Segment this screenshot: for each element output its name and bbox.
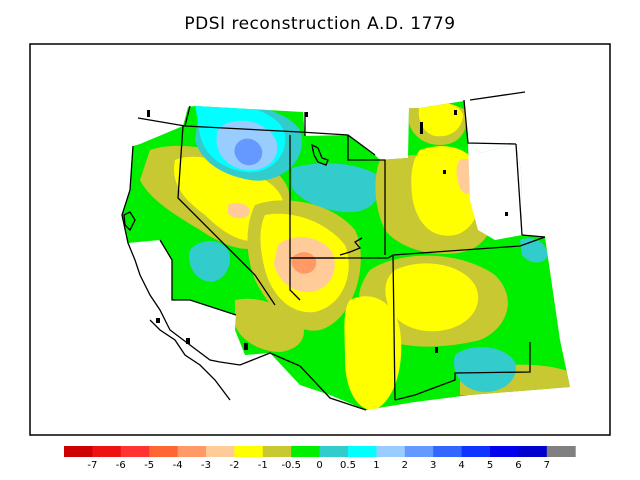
pdsi-field [122, 101, 570, 410]
border-wy-co [347, 135, 386, 255]
legend-label: 4 [458, 460, 464, 471]
legend-swatch [120, 446, 150, 457]
legend-label: 3 [430, 460, 436, 471]
state-boundaries [121, 91, 546, 411]
lake-2 [305, 112, 308, 117]
field-teal-west [189, 241, 231, 282]
border-ne [463, 99, 517, 145]
legend-swatch [64, 446, 93, 457]
legend-label: 0 [316, 460, 322, 471]
border-nm-tx [394, 342, 531, 401]
lake-5 [443, 170, 446, 174]
lake-8 [244, 343, 248, 350]
lake-10 [156, 318, 160, 323]
legend-label: 6 [515, 460, 521, 471]
lake-3 [454, 110, 457, 115]
legend-label: 0.5 [340, 460, 356, 471]
nodata-east [468, 143, 522, 240]
legend-swatch [262, 446, 292, 457]
legend-label: 5 [487, 460, 493, 471]
border-mexico [219, 352, 367, 411]
legend-swatch [461, 446, 491, 457]
legend-swatch [149, 446, 179, 457]
field-olive-sw [235, 298, 304, 352]
field-teal-east-edge [520, 238, 548, 263]
lake-4 [420, 122, 423, 134]
legend-swatch [319, 446, 349, 457]
border-ks [515, 143, 523, 236]
lake-7 [435, 347, 438, 353]
field-yellow-ne [418, 102, 463, 137]
legend-swatch [518, 446, 548, 457]
legend-swatch [291, 446, 321, 457]
legend-label: 2 [402, 460, 408, 471]
border-nd [469, 91, 526, 101]
legend-swatch [348, 446, 377, 457]
border-nv-ca [177, 125, 276, 306]
legend-swatch [92, 446, 122, 457]
border-ca-coast [121, 145, 221, 363]
field-yellow-sw [344, 296, 402, 410]
legend-label: -2 [229, 460, 239, 471]
field-blue-north [234, 138, 263, 166]
legend-swatch [546, 446, 576, 457]
legend-label: -3 [201, 460, 211, 471]
legend-label: -6 [116, 460, 126, 471]
legend-swatch [433, 446, 463, 457]
legend-swatch [404, 446, 434, 457]
legend-label: -1 [258, 460, 268, 471]
legend-swatch [206, 446, 235, 457]
border-az-nm [392, 254, 396, 401]
legend-label: -0.5 [281, 460, 301, 471]
lake-6 [505, 212, 508, 216]
field-teal-central [292, 163, 381, 213]
border-canada [137, 117, 376, 156]
border-ut-id [184, 105, 191, 127]
legend-swatch [177, 446, 207, 457]
lake-1 [147, 110, 150, 117]
border-ok [521, 234, 546, 238]
field-peach-west [228, 202, 250, 219]
field-teal-se [454, 346, 516, 392]
gsl-shape [311, 143, 329, 166]
legend-swatch [376, 446, 406, 457]
legend-swatch [490, 446, 519, 457]
legend-swatch [234, 446, 264, 457]
legend-label: 7 [544, 460, 550, 471]
field-yellow-south [385, 263, 479, 332]
legend-label: -7 [87, 460, 97, 471]
lake-powell [339, 237, 363, 256]
legend-label: -5 [144, 460, 154, 471]
border-ca-inner [159, 239, 237, 316]
sf-bay [123, 211, 136, 232]
border-baja [149, 319, 231, 401]
legend-label: 1 [373, 460, 379, 471]
legend-label: -4 [173, 460, 183, 471]
border-ut-az [289, 258, 301, 301]
map-title: PDSI reconstruction A.D. 1779 [184, 14, 456, 34]
lake-9 [186, 338, 190, 344]
lakes [147, 110, 508, 353]
